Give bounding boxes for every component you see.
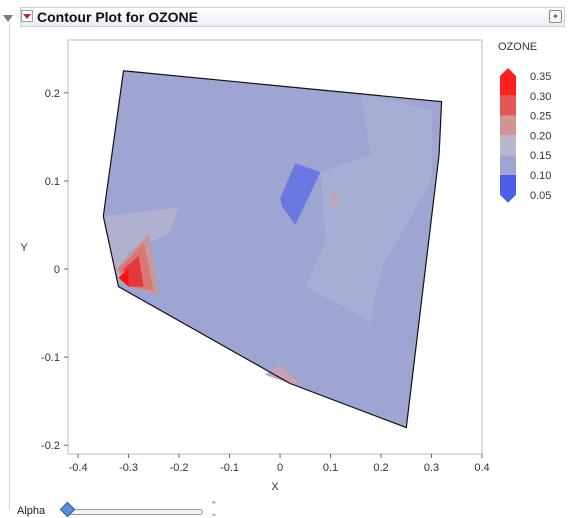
report-title: Contour Plot for OZONE [37, 9, 198, 25]
legend-level-label: 0.25 [530, 111, 551, 123]
x-tick-label: -0.3 [119, 462, 138, 474]
legend-level-label: 0.30 [530, 91, 551, 103]
legend-level-label: 0.15 [530, 150, 551, 162]
contour-region-0-35-5 [118, 269, 129, 287]
title-bar [20, 7, 565, 27]
contour-region-0-20-6 [264, 365, 301, 384]
legend-swatch [500, 115, 516, 136]
contour-region-0-20-1 [330, 189, 341, 208]
legend-title: OZONE [498, 41, 537, 53]
y-tick-label: -0.1 [41, 352, 60, 364]
legend-level-label: 0.05 [530, 190, 551, 202]
legend-swatch [500, 155, 516, 175]
legend-level-label: 0.10 [530, 170, 551, 182]
x-tick-label: 0.1 [323, 462, 338, 474]
contour-region-0-10-0 [280, 163, 321, 225]
legend-swatch [500, 135, 516, 156]
y-tick-label: 0.1 [45, 176, 60, 188]
pin-icon[interactable]: ✦ [549, 10, 562, 23]
red-triangle-menu-icon[interactable] [21, 10, 33, 22]
x-tick-label: 0 [277, 462, 283, 474]
legend-swatch-bottom [500, 175, 516, 203]
x-tick-label: 0.3 [424, 462, 439, 474]
report-header: Contour Plot for OZONE ✦ [0, 7, 569, 29]
legend-swatch [500, 95, 516, 116]
legend-swatch-top [500, 68, 516, 96]
alpha-label: Alpha [17, 505, 46, 517]
y-axis-label: Y [20, 242, 28, 254]
x-tick-label: 0.4 [474, 462, 489, 474]
alpha-spinner-icon[interactable]: ⌃ ⌄ [210, 500, 218, 518]
data-hull-outline [102, 70, 443, 429]
alpha-slider[interactable] [65, 509, 203, 515]
legend-level-label: 0.35 [530, 71, 551, 83]
x-tick-label: -0.1 [220, 462, 239, 474]
x-tick-label: 0.2 [373, 462, 388, 474]
x-axis-label: X [271, 481, 279, 493]
legend-level-label: 0.20 [530, 130, 551, 142]
x-tick-label: -0.4 [69, 462, 88, 474]
contour-light-region [305, 92, 432, 322]
y-tick-label: -0.2 [41, 440, 60, 452]
outline-divider [9, 22, 10, 510]
x-tick-label: -0.2 [170, 462, 189, 474]
y-tick-label: 0.2 [45, 88, 60, 100]
y-tick-label: 0 [54, 264, 60, 276]
disclosure-icon[interactable] [3, 15, 13, 22]
